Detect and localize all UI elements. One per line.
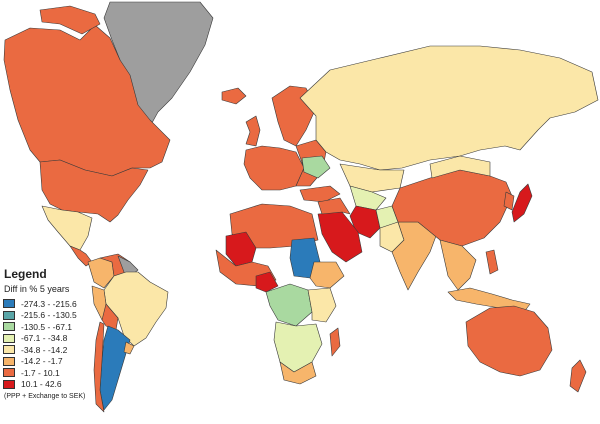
legend-note: (PPP + Exchange to SEK)	[4, 392, 86, 400]
region-iceland	[221, 87, 247, 105]
region-greenland	[103, 1, 214, 133]
region-canada-arctic-islands	[39, 5, 101, 35]
legend-swatch	[3, 310, 15, 320]
region-chile	[93, 321, 105, 413]
region-ukraine	[301, 155, 331, 179]
legend-class-6: -14.2 - -1.7	[3, 356, 153, 367]
legend-class-3: -130.5 - -67.1	[3, 321, 153, 332]
legend-class-label: -1.7 - 10.1	[21, 367, 60, 378]
legend-class-label: -215.6 - -130.5	[21, 310, 77, 320]
region-nigeria	[255, 271, 279, 293]
legend-class-2: -215.6 - -130.5	[3, 310, 153, 321]
region-canada	[3, 24, 171, 177]
legend-class-1: -274.3 - -215.6	[3, 298, 153, 309]
legend-swatch	[3, 368, 15, 377]
region-korea	[503, 191, 515, 211]
legend-swatch	[3, 356, 15, 366]
region-russia	[299, 45, 599, 171]
region-mexico	[41, 205, 93, 251]
region-philippines	[485, 249, 499, 275]
region-uruguay	[123, 341, 135, 355]
region-usa	[39, 159, 149, 223]
region-central-asia	[349, 185, 387, 211]
region-madagascar	[329, 327, 341, 357]
region-turkey	[299, 185, 341, 203]
legend-class-5: -34.8 - -14.2	[3, 344, 153, 355]
legend-swatch	[3, 322, 15, 331]
legend-class-label: -34.8 - -14.2	[21, 344, 68, 355]
region-southeast-asia	[439, 239, 477, 291]
region-western-europe	[243, 145, 305, 191]
legend-subtitle: Diff in % 5 years	[4, 284, 70, 294]
region-middle-east-levant	[317, 197, 351, 215]
legend-class-8: 10.1 - 42.6	[3, 379, 153, 390]
region-indonesia	[447, 287, 531, 313]
legend-swatch	[3, 345, 15, 354]
legend-class-label: -130.5 - -67.1	[21, 321, 73, 332]
region-mongolia	[429, 155, 491, 179]
region-east-africa	[307, 287, 337, 323]
map-legend: Legend Diff in % 5 years -274.3 - -215.6…	[3, 267, 153, 400]
region-south-africa	[279, 361, 317, 385]
region-uk	[245, 115, 261, 147]
legend-class-label: -67.1 - -34.8	[21, 333, 68, 343]
legend-swatch	[3, 299, 15, 308]
legend-class-4: -67.1 - -34.8	[3, 333, 153, 344]
region-australia	[465, 305, 553, 377]
legend-title: Legend	[4, 267, 47, 281]
legend-class-list: -274.3 - -215.6 -215.6 - -130.5 -130.5 - -…	[3, 298, 153, 390]
legend-class-label: -274.3 - -215.6	[21, 298, 77, 309]
region-new-zealand	[569, 359, 587, 393]
legend-class-label: -14.2 - -1.7	[21, 356, 63, 366]
region-ethiopia	[309, 261, 345, 289]
legend-swatch	[3, 333, 15, 343]
legend-swatch	[3, 379, 15, 389]
region-japan	[511, 183, 533, 223]
region-saudi-arabia	[317, 211, 363, 263]
legend-class-7: -1.7 - 10.1	[3, 367, 153, 378]
legend-class-label: 10.1 - 42.6	[21, 379, 62, 389]
region-central-africa	[265, 283, 313, 327]
